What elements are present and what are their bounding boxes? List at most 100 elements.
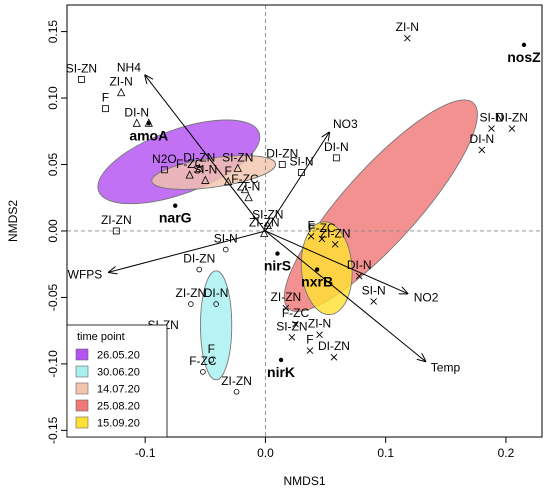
gene-point-narG: [173, 203, 178, 208]
point-label: F: [102, 91, 109, 105]
vector-label-NO2: NO2: [414, 290, 439, 304]
vector-label-WFPS: WFPS: [68, 268, 103, 282]
x-tick-label: 0.0: [257, 446, 274, 460]
point-label: DI-ZN: [266, 147, 298, 161]
point-label: DI-ZN: [318, 339, 350, 353]
point-label: ZI-ZN: [101, 213, 132, 227]
point-label: ZI-ZN: [271, 290, 302, 304]
point-marker-triangle: [185, 170, 194, 179]
point-label: DI-ZN: [183, 252, 215, 266]
y-tick-label: 0.10: [46, 86, 60, 110]
y-tick-label: -0.15: [46, 416, 60, 444]
point-marker-triangle: [201, 175, 210, 184]
point-label: DI-N: [324, 140, 349, 154]
point-marker-circle: [213, 301, 219, 307]
point-label: F-ZC: [231, 172, 259, 186]
point-label: F: [307, 218, 314, 232]
point-label: SI-N: [362, 283, 386, 297]
point-marker-cross: [316, 331, 323, 338]
point-marker-square: [112, 227, 120, 235]
legend: time point 26.05.20 30.06.20 14.07.20 25.08.…: [66, 324, 168, 438]
point-label: F: [208, 342, 215, 356]
vector-label-NH4: NH4: [117, 61, 141, 75]
gene-label-amoA: amoA: [129, 127, 168, 143]
legend-entry-label: 26.05.20: [97, 350, 140, 362]
point-label: F-ZC: [189, 354, 217, 368]
y-tick-label: -0.10: [46, 350, 60, 378]
point-marker-triangle: [263, 220, 272, 230]
point-marker-triangle: [195, 163, 204, 172]
point-marker-triangle: [223, 176, 233, 186]
x-tick-label: 0.1: [377, 446, 394, 460]
gene-point-nirS: [275, 251, 280, 256]
ellipse-30.06.20: [200, 270, 233, 381]
gene-label-narG: narG: [159, 210, 192, 226]
point-marker-cross: [282, 304, 290, 312]
point-marker-cross: [306, 347, 314, 354]
y-tick-label: 0.05: [46, 153, 60, 177]
point-marker-cross: [508, 125, 516, 132]
point-label: F: [306, 333, 313, 347]
point-marker-cross: [370, 298, 377, 305]
y-axis-label: NMDS2: [6, 200, 20, 242]
point-marker-triangle: [244, 192, 253, 202]
point-label: ZI-ZN: [221, 374, 252, 388]
point-marker-triangle: [240, 184, 250, 194]
point-label: DI-N: [470, 132, 495, 146]
point-marker-cross: [292, 320, 299, 328]
point-marker-circle: [196, 266, 203, 273]
point-label: SI-N: [214, 232, 238, 246]
vector-WFPS: [109, 230, 266, 272]
point-marker-cross: [355, 272, 363, 280]
x-tick-label: -0.1: [135, 446, 156, 460]
legend-title: time point: [77, 331, 125, 343]
point-marker-triangle: [116, 87, 126, 97]
point-marker-cross: [330, 353, 338, 361]
vector-NH4: [145, 75, 266, 232]
point-label: ZI-N: [396, 20, 419, 34]
point-marker-square: [161, 166, 168, 174]
point-label: DI-ZN: [183, 150, 215, 164]
point-label: ZI-N: [308, 317, 331, 331]
point-label: SI-ZN: [222, 150, 253, 164]
x-tick-label: 0.2: [498, 446, 515, 460]
gene-label-nxrB: nxrB: [301, 274, 333, 290]
point-label: SI-ZN: [276, 319, 307, 333]
point-marker-circle: [188, 301, 194, 307]
confidence-ellipses: [97, 99, 478, 381]
gene-label-nirK: nirK: [267, 364, 295, 380]
point-marker-cross: [478, 146, 486, 154]
point-marker-cross: [488, 125, 495, 132]
legend-swatch: [75, 348, 89, 361]
point-label: ZI-ZN: [320, 226, 351, 240]
plot-frame: [66, 4, 543, 438]
legend-entry-label: 25.08.20: [97, 401, 140, 413]
point-label: DI-N: [347, 258, 372, 272]
y-tick-label: 0.15: [46, 20, 60, 44]
legend-swatch: [75, 416, 89, 429]
point-label: SI-N: [479, 111, 503, 125]
point-marker-cross: [403, 34, 411, 42]
point-marker-cross: [331, 240, 339, 248]
point-label: SI-ZN: [252, 208, 283, 222]
point-label: ZI-ZN: [176, 286, 207, 300]
vector-Temp: [265, 230, 425, 361]
gene-point-amoA: [146, 121, 151, 126]
point-marker-cross: [288, 333, 296, 341]
gene-points: amoA narG nirS nxrB nirK nosZ: [129, 42, 541, 380]
legend-entry-label: 14.07.20: [97, 384, 140, 396]
legend-entry-label: 15.09.20: [97, 418, 140, 430]
y-tick-label: 0.00: [46, 219, 60, 243]
point-marker-circle: [208, 357, 215, 363]
gene-label-nirS: nirS: [264, 258, 291, 274]
legend-swatch: [75, 399, 89, 412]
axis-ticks: -0.1 0.0 0.1 0.2 -0.15 -0.10 -0.05 0.00 0.05 0.10…: [46, 20, 515, 460]
vector-NO2: [265, 230, 407, 293]
point-label: DI-N: [204, 286, 229, 300]
gene-label-nosZ: nosZ: [507, 49, 541, 65]
point-label: ZI-N: [109, 75, 132, 89]
legend-swatch: [75, 382, 89, 395]
environmental-vectors: NH4 NO3 WFPS NO2 Temp: [68, 61, 461, 375]
y-tick-label: -0.05: [46, 283, 60, 311]
